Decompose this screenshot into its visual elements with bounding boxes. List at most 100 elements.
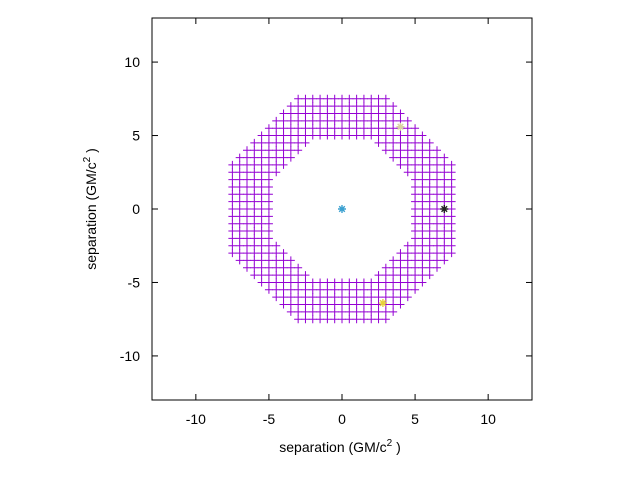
grid-plus-marker (228, 212, 237, 221)
grid-plus-marker (316, 116, 325, 125)
grid-plus-marker (447, 190, 456, 199)
grid-plus-marker (447, 175, 456, 184)
grid-plus-marker (367, 307, 376, 316)
y-axis-label-tail: ) (83, 148, 99, 157)
grid-plus-marker (264, 190, 273, 199)
grid-plus-marker (301, 138, 310, 147)
grid-plus-marker (440, 182, 449, 191)
faint-star-point (396, 122, 405, 131)
x-axis-label-sup: 2 (387, 438, 393, 449)
grid-plus-marker (367, 300, 376, 309)
grid-plus-marker (359, 102, 368, 111)
grid-plus-marker (359, 109, 368, 118)
grid-plus-marker (308, 131, 317, 140)
grid-plus-marker (396, 153, 405, 162)
grid-plus-marker (330, 285, 339, 294)
grid-plus-marker (433, 160, 441, 169)
grid-plus-marker (411, 241, 420, 250)
grid-plus-marker (345, 285, 354, 294)
grid-plus-marker (403, 116, 412, 125)
grid-plus-marker (433, 241, 441, 250)
grid-plus-marker (359, 285, 368, 294)
special-points (338, 122, 449, 308)
grid-plus-marker (243, 263, 251, 272)
grid-plus-marker (316, 285, 325, 294)
grid-plus-marker (411, 263, 420, 272)
grid-plus-marker (411, 168, 420, 177)
y-axis-label: separation (GM/c2 ) (82, 148, 99, 270)
grid-plus-marker (403, 124, 412, 133)
grid-plus-marker (403, 153, 412, 162)
grid-plus-marker (257, 168, 266, 177)
grid-plus-marker (359, 94, 368, 103)
grid-plus-marker (316, 124, 325, 133)
grid-plus-marker (418, 263, 427, 272)
grid-plus-marker (257, 212, 266, 221)
grid-plus-marker (345, 315, 354, 324)
grid-plus-marker (440, 212, 449, 221)
grid-plus-marker (389, 153, 398, 162)
grid-plus-marker (359, 278, 368, 287)
grid-plus-marker (272, 241, 281, 250)
grid-plus-marker (250, 190, 259, 199)
grid-plus-marker (403, 278, 412, 287)
grid-plus-marker (243, 234, 251, 243)
grid-plus-marker (235, 153, 244, 162)
grid-plus-marker (235, 197, 244, 206)
grid-plus-marker (243, 153, 251, 162)
y-tick-label: 0 (132, 201, 140, 217)
grid-plus-marker (389, 278, 398, 287)
grid-plus-marker (433, 227, 441, 236)
grid-plus-marker (301, 102, 310, 111)
grid-plus-marker (286, 131, 295, 140)
grid-plus-marker (250, 249, 259, 258)
grid-plus-marker (257, 146, 266, 155)
grid-plus-marker (250, 138, 259, 147)
grid-plus-marker (374, 271, 383, 280)
grid-plus-marker (264, 212, 273, 221)
grid-plus-marker (243, 219, 251, 228)
grid-plus-marker (447, 234, 456, 243)
grid-plus-marker (411, 212, 420, 221)
grid-plus-marker (389, 102, 398, 111)
grid-plus-marker (425, 160, 434, 169)
grid-plus-marker (403, 256, 412, 265)
x-axis-ticks: -10 -5 0 5 10 (186, 18, 496, 427)
grid-plus-marker (403, 160, 412, 169)
grid-plus-marker (403, 146, 412, 155)
grid-plus-marker (418, 131, 427, 140)
grid-plus-marker (381, 124, 390, 133)
grid-plus-marker (294, 285, 303, 294)
grid-plus-marker (330, 102, 339, 111)
grid-plus-marker (345, 131, 354, 140)
grid-plus-marker (294, 293, 303, 302)
grid-plus-marker (228, 182, 237, 191)
grid-plus-marker (352, 278, 361, 287)
grid-plus-marker (425, 249, 434, 258)
grid-plus-marker (447, 241, 456, 250)
grid-plus-marker (345, 307, 354, 316)
grid-plus-marker (264, 241, 273, 250)
grid-plus-marker (418, 168, 427, 177)
grid-plus-marker (243, 182, 251, 191)
grid-plus-marker (374, 278, 383, 287)
grid-plus-marker (250, 205, 259, 213)
grid-plus-marker (250, 219, 259, 228)
grid-plus-marker (264, 160, 273, 169)
grid-plus-marker (286, 293, 295, 302)
grid-plus-marker (279, 146, 288, 155)
grid-plus-marker (264, 219, 273, 228)
grid-plus-marker (447, 168, 456, 177)
grid-plus-marker (250, 263, 259, 272)
grid-plus-marker (243, 249, 251, 258)
grid-plus-marker (403, 131, 412, 140)
grid-plus-marker (381, 278, 390, 287)
x-tick-label: -10 (186, 411, 206, 427)
grid-plus-marker (433, 190, 441, 199)
grid-plus-marker (250, 271, 259, 280)
grid-plus-marker (440, 219, 449, 228)
grid-plus-marker (352, 124, 361, 133)
grid-plus-marker (323, 315, 332, 324)
grid-plus-marker (264, 197, 273, 206)
grid-plus-marker (425, 146, 434, 155)
